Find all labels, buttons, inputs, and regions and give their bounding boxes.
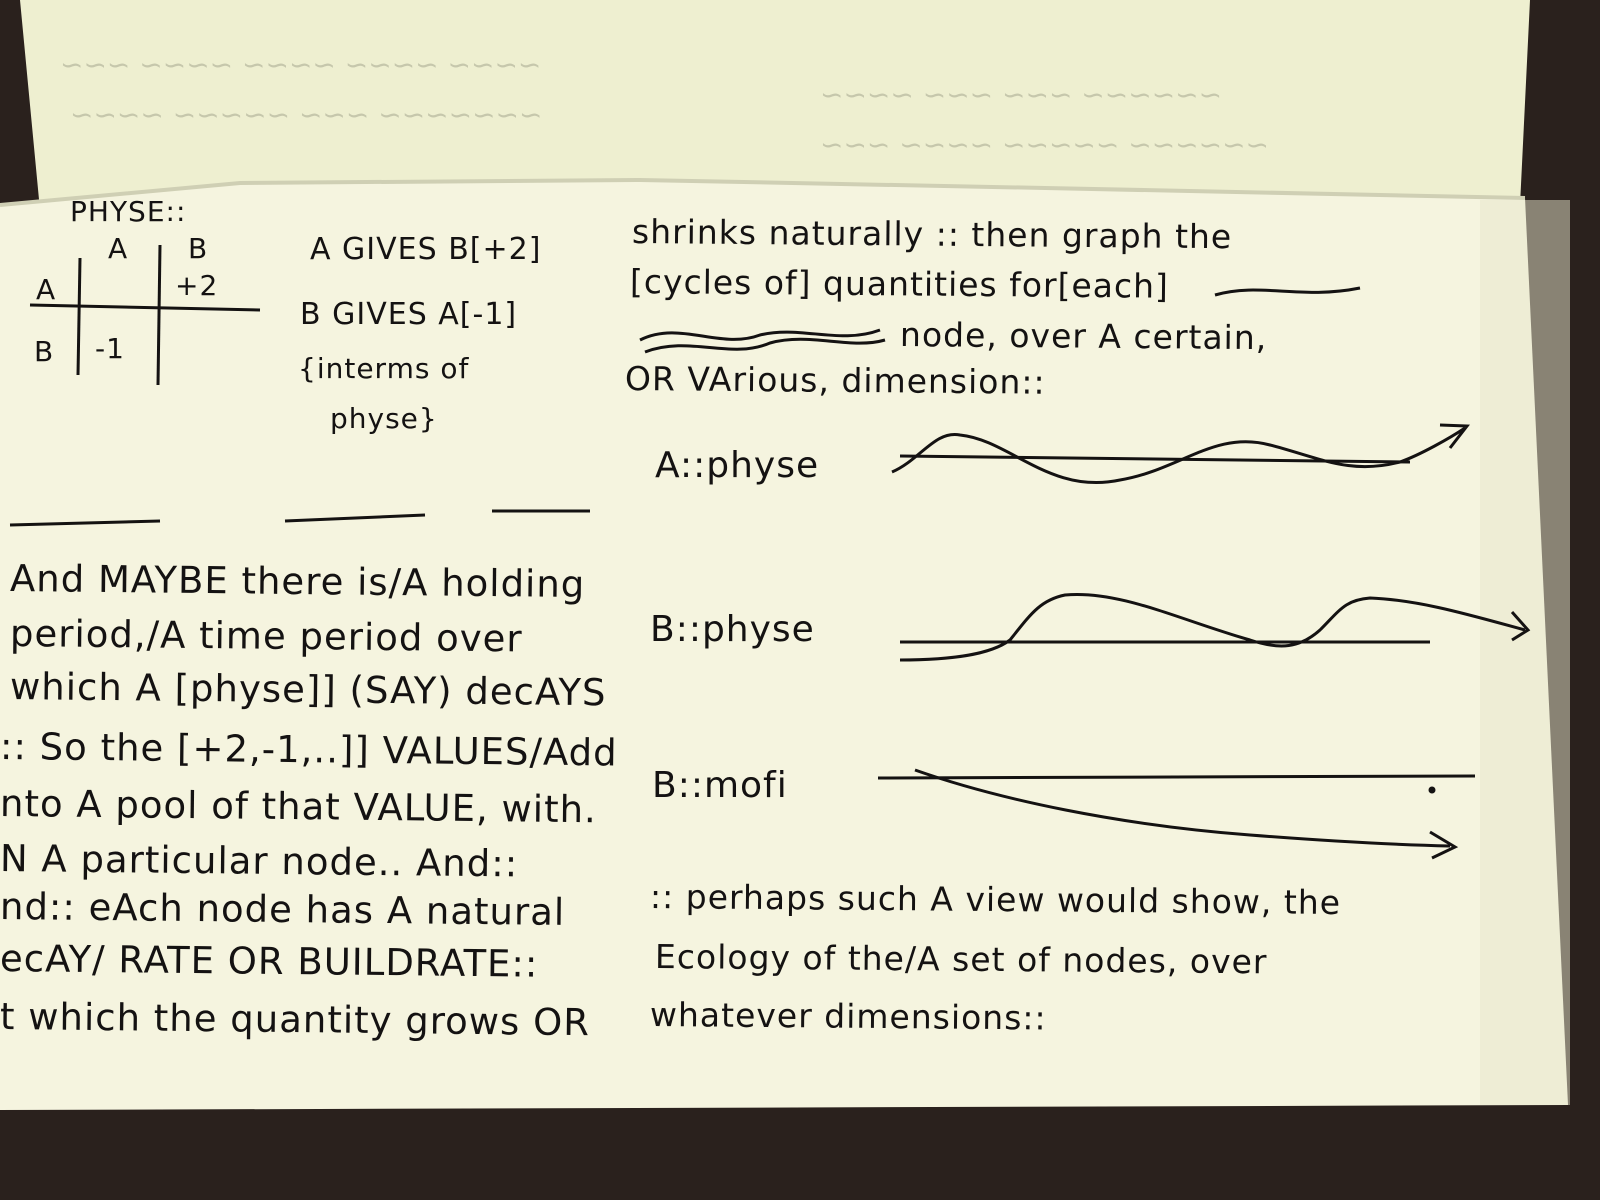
closing-text-line: :: perhaps such A view would show, the: [649, 877, 1342, 923]
upper-page-faint-writing: ~~~ ~~~~ ~~~~~ ~~~~~~: [820, 130, 1269, 163]
graph-b-physe: [899, 592, 1531, 662]
scribble-1: [639, 328, 881, 342]
scribble-2: [644, 337, 886, 354]
upper-page-faint-writing: ~~~~ ~~~ ~~~ ~~~~~~: [820, 80, 1223, 113]
table-col-a: A: [108, 232, 129, 265]
upper-page: [20, 0, 1530, 210]
right-text-line: shrinks naturally :: then graph the: [631, 212, 1233, 257]
table-title: PHYSE::: [70, 195, 187, 228]
graph-a-arrowhead: [1439, 423, 1470, 449]
note-in-terms-2: physe}: [330, 402, 438, 435]
table-row-b: B: [34, 335, 55, 368]
right-text-line: node, over A certain,: [899, 315, 1268, 358]
table-row-a: A: [36, 273, 57, 306]
graph-a-physe: [891, 423, 1470, 484]
upper-page-faint-writing: ~~~ ~~~~ ~~~~ ~~~~ ~~~~: [60, 50, 542, 83]
left-text-line: And MAYBE there is/A holding: [9, 557, 586, 607]
left-text-line: nto A pool of that VALUE, with.: [0, 782, 598, 832]
graph-label-b-physe: B::physe: [650, 609, 815, 650]
graph-b-wave: [899, 592, 1526, 662]
closing-text-line: Ecology of the/A set of nodes, over: [654, 937, 1268, 982]
graph-b-mofi: [877, 768, 1476, 860]
graph-label-b-mofi: B::mofi: [652, 765, 788, 806]
table-vline-1: [76, 257, 82, 376]
right-text-line: OR VArious, dimension::: [624, 359, 1046, 402]
upper-page-faint-writing: ~~~~ ~~~~~ ~~~ ~~~~~~~: [70, 100, 543, 133]
graph-label-a-physe: A::physe: [655, 445, 820, 486]
closing-text-line: whatever dimensions::: [649, 995, 1047, 1038]
table-hline: [29, 303, 261, 312]
table-col-b: B: [188, 232, 209, 265]
ink-dot: [1428, 786, 1436, 794]
right-text-line: [cycles of] quantities for[each]: [629, 262, 1170, 306]
note-in-terms-1: {interms of: [298, 352, 470, 385]
left-text-line: t which the quantity grows OR: [0, 995, 591, 1045]
note-a-gives-b: A GIVES B[+2]: [310, 232, 542, 267]
page-fold: [0, 177, 1526, 207]
graph-b-mofi-decline: [914, 768, 1451, 848]
lower-page: [0, 180, 1568, 1110]
left-text-line: :: So the [+2,-1,..]] VALUES/Add: [0, 725, 618, 775]
table-vline-2: [156, 244, 162, 386]
table-cell-ba: -1: [95, 332, 125, 365]
separator-line: [9, 509, 590, 527]
graph-a-wave: [891, 426, 1466, 484]
scribble-3: [1214, 286, 1361, 297]
page-shade: [1480, 200, 1570, 1105]
left-text-line: ecAY/ RATE OR BUILDRATE::: [0, 937, 539, 986]
graph-b-mofi-arrowhead: [1429, 830, 1459, 860]
table-cell-ab: +2: [175, 269, 219, 302]
graph-b-arrowhead: [1510, 611, 1531, 642]
left-text-line: period,/A time period over: [9, 612, 523, 661]
graph-b-mofi-baseline: [877, 774, 1476, 780]
note-b-gives-a: B GIVES A[-1]: [300, 297, 518, 332]
left-text-line: N A particular node.. And::: [0, 837, 519, 886]
physe-table-grid: [29, 244, 261, 386]
left-text-line: which A [physe]] (SAY) decAYS: [9, 665, 607, 715]
left-text-line: nd:: eAch node has A natural: [0, 885, 566, 934]
scribble-strikeouts: [639, 286, 1361, 354]
